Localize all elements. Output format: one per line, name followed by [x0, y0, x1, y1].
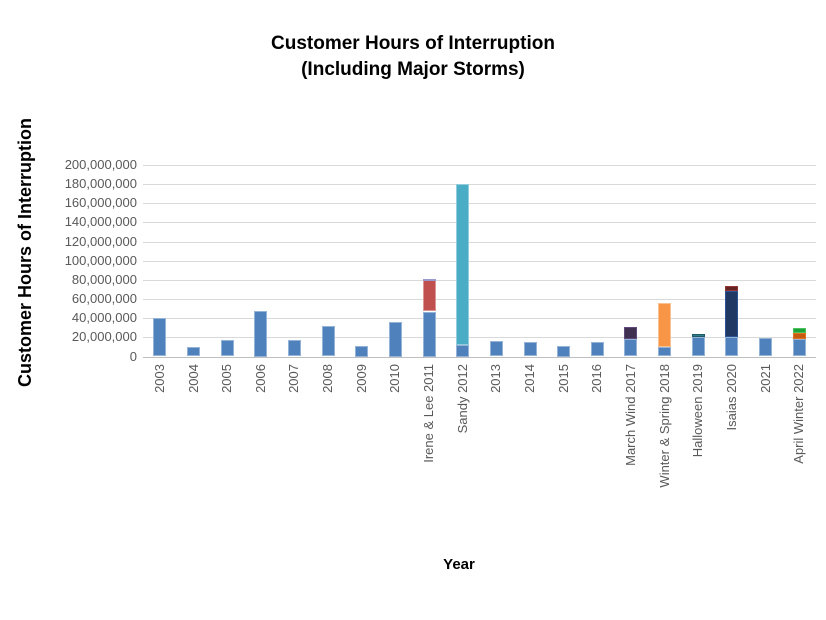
x-axis-label: 2016 — [589, 363, 605, 393]
x-axis-label: Irene & Lee 2011 — [421, 363, 436, 463]
x-axis-title: Year — [443, 556, 475, 573]
gridline — [143, 241, 816, 243]
y-tick-label: 80,000,000 — [71, 271, 137, 287]
gridline — [143, 299, 816, 301]
x-axis-label: 2013 — [488, 363, 504, 393]
bar-segment-blue — [254, 310, 268, 357]
bar-segment-blue — [355, 346, 369, 357]
x-axis-label: Winter & Spring 2018 — [656, 363, 672, 488]
chart-title: Customer Hours of Interruption — [271, 33, 555, 54]
x-axis-label: 2005 — [219, 363, 235, 393]
bar-segment-blue — [792, 339, 806, 357]
y-tick-label: 60,000,000 — [71, 291, 137, 307]
bar-segment-blue — [422, 311, 436, 357]
bar-segment-orange — [658, 302, 672, 347]
x-axis-label: 2010 — [387, 363, 403, 393]
bar-segment-blue — [489, 341, 503, 357]
x-axis-line — [143, 356, 816, 358]
bar-segment-blue — [287, 340, 301, 357]
gridline — [143, 165, 816, 166]
gridline — [143, 260, 816, 262]
x-axis-label: Isaias 2020 — [723, 363, 739, 431]
gridline — [143, 222, 816, 224]
bar-segment-navy — [725, 291, 739, 338]
x-axis-label: April Winter 2022 — [791, 363, 807, 464]
bar-segment-blue — [725, 337, 739, 357]
bar-segment-blue — [388, 322, 402, 357]
x-axis-label: 2003 — [151, 363, 167, 393]
bar-segment-darkteal — [691, 333, 705, 338]
bar-segment-blue — [523, 342, 537, 357]
bar-segment-blue — [691, 337, 705, 357]
x-axis-label: 2008 — [320, 363, 336, 393]
gridline — [143, 184, 816, 186]
x-axis-label: March Wind 2017 — [622, 363, 638, 466]
bar-segment-blue — [153, 318, 167, 357]
bar-segment-blue — [658, 346, 672, 357]
y-tick-label: 20,000,000 — [71, 329, 137, 345]
bar-segment-lavender — [422, 278, 436, 281]
x-axis-label: 2015 — [555, 363, 571, 393]
gridline — [143, 203, 816, 205]
y-tick-label: 160,000,000 — [64, 195, 137, 211]
bar-segment-teal — [456, 184, 470, 346]
y-tick-label: 120,000,000 — [64, 233, 137, 249]
bar-segment-red — [422, 279, 436, 312]
bar-segment-blue — [759, 338, 772, 357]
bar-segment-blue — [590, 342, 604, 357]
gridline — [143, 337, 816, 339]
x-axis-label: 2007 — [286, 363, 302, 393]
y-tick-label: 180,000,000 — [64, 176, 137, 192]
bar-segment-blue — [624, 339, 638, 357]
x-axis-label: 2014 — [522, 363, 537, 393]
gridline — [143, 318, 816, 320]
gridline — [143, 279, 816, 281]
x-axis-label: 2004 — [185, 363, 201, 393]
y-tick-label: 100,000,000 — [64, 252, 137, 268]
bar-segment-blue — [321, 325, 335, 357]
y-tick-label: 0 — [129, 348, 137, 364]
bar-segment-blue — [220, 340, 234, 357]
bar-segment-green — [792, 327, 806, 333]
bar-segment-purple — [624, 326, 638, 340]
bar-segment-blue — [187, 346, 200, 357]
chart-subtitle: (Including Major Storms) — [301, 59, 525, 80]
y-tick-label: 140,000,000 — [64, 214, 137, 230]
x-axis-label: Halloween 2019 — [690, 363, 706, 457]
x-axis-label: Sandy 2012 — [454, 363, 470, 433]
bar-segment-darkred — [725, 285, 739, 292]
bar-segment-blue — [456, 345, 470, 357]
y-tick-label: 40,000,000 — [71, 310, 137, 326]
y-tick-label: 200,000,000 — [64, 157, 137, 172]
x-axis-label: 2021 — [757, 363, 773, 393]
bar-segment-darkorange — [792, 332, 806, 340]
bar-segment-blue — [557, 346, 571, 357]
chart-title-block: Customer Hours of Interruption (Includin… — [0, 31, 826, 83]
x-axis-label: 2006 — [252, 363, 268, 393]
x-axis-label: 2009 — [353, 363, 369, 393]
